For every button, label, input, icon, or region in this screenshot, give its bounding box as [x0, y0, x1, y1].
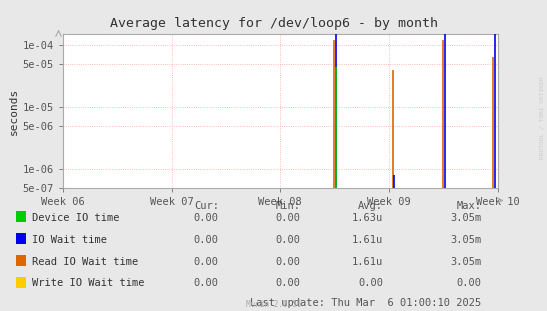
Text: 1.63u: 1.63u	[352, 213, 383, 223]
Text: 0.00: 0.00	[276, 213, 301, 223]
Text: 0.00: 0.00	[194, 278, 219, 288]
Text: Average latency for /dev/loop6 - by month: Average latency for /dev/loop6 - by mont…	[109, 17, 438, 30]
Text: Last update: Thu Mar  6 01:00:10 2025: Last update: Thu Mar 6 01:00:10 2025	[250, 298, 481, 308]
Text: 3.05m: 3.05m	[450, 257, 481, 267]
Text: 0.00: 0.00	[276, 257, 301, 267]
Text: 3.05m: 3.05m	[450, 235, 481, 245]
Text: Min:: Min:	[276, 201, 301, 211]
Text: Read IO Wait time: Read IO Wait time	[32, 257, 138, 267]
Text: Munin 2.0.56: Munin 2.0.56	[246, 300, 301, 309]
Text: 1.61u: 1.61u	[352, 257, 383, 267]
Text: 0.00: 0.00	[194, 235, 219, 245]
Text: 0.00: 0.00	[276, 278, 301, 288]
Text: 0.00: 0.00	[456, 278, 481, 288]
Text: 0.00: 0.00	[194, 257, 219, 267]
Text: Max:: Max:	[456, 201, 481, 211]
Text: 0.00: 0.00	[194, 213, 219, 223]
Y-axis label: seconds: seconds	[8, 88, 19, 135]
Text: 1.61u: 1.61u	[352, 235, 383, 245]
Text: Device IO time: Device IO time	[32, 213, 119, 223]
Text: IO Wait time: IO Wait time	[32, 235, 107, 245]
Text: Avg:: Avg:	[358, 201, 383, 211]
Text: RRDTOOL / TOBI OETIKER: RRDTOOL / TOBI OETIKER	[539, 77, 544, 160]
Text: Cur:: Cur:	[194, 201, 219, 211]
Text: 0.00: 0.00	[358, 278, 383, 288]
Text: 0.00: 0.00	[276, 235, 301, 245]
Text: 3.05m: 3.05m	[450, 213, 481, 223]
Text: Write IO Wait time: Write IO Wait time	[32, 278, 144, 288]
